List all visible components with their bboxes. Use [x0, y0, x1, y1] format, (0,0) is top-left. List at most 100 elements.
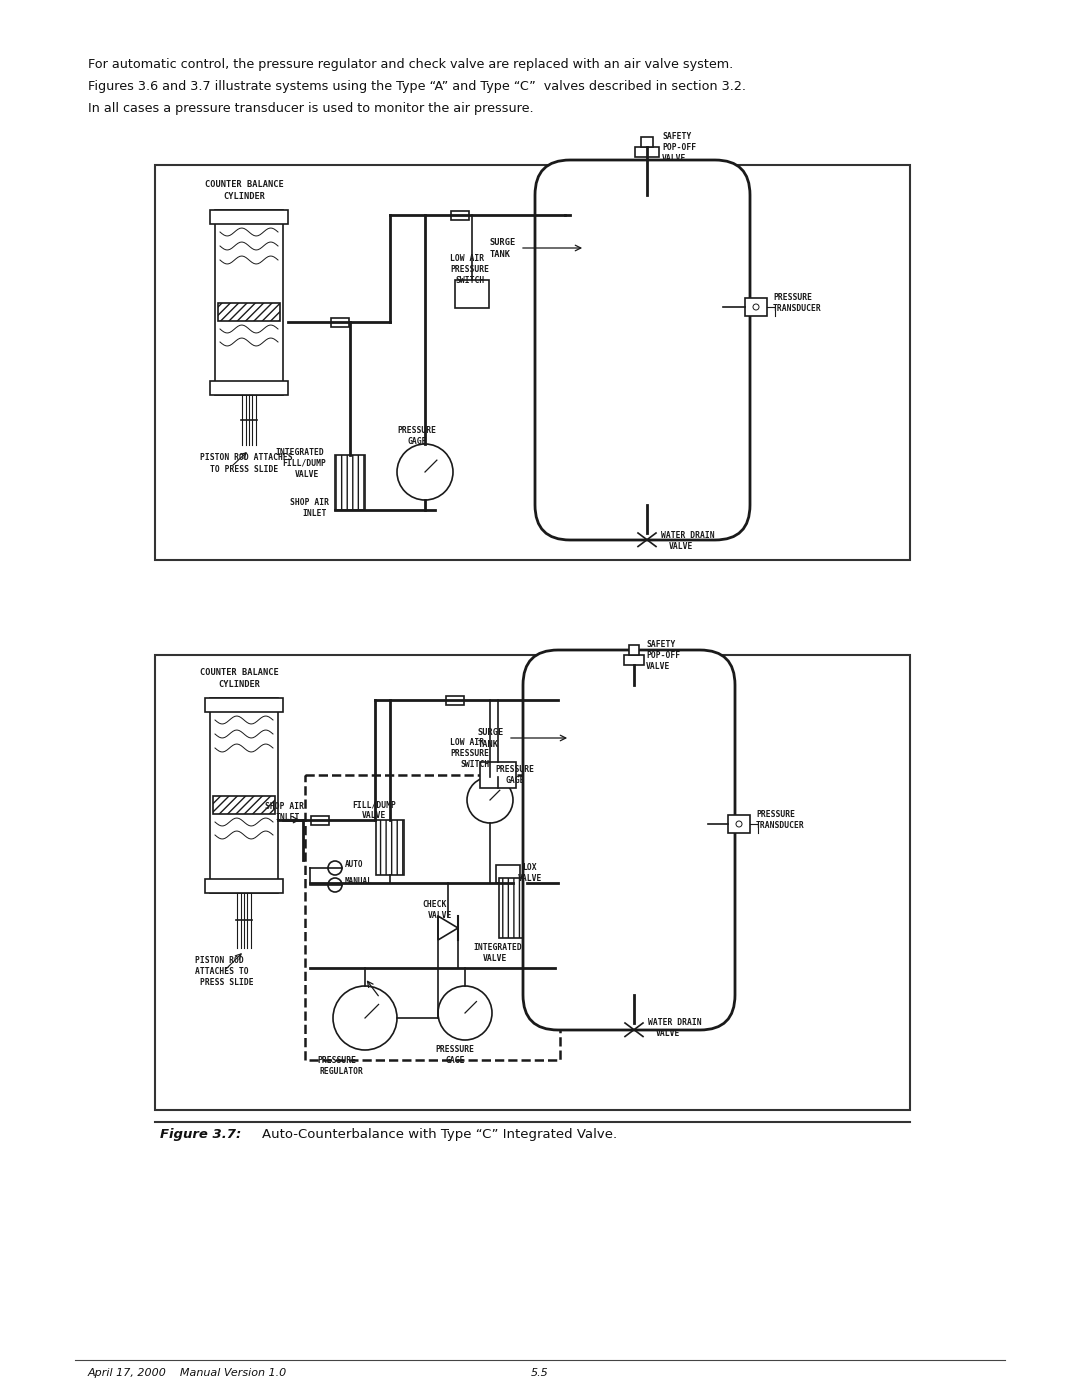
Bar [156, 165, 910, 560]
Text: VALVE: VALVE [656, 1030, 680, 1038]
Text: WATER DRAIN: WATER DRAIN [648, 1018, 702, 1027]
Circle shape [438, 986, 492, 1039]
Circle shape [328, 861, 342, 875]
Bar [629, 645, 639, 655]
Bar [210, 210, 288, 224]
Text: VALVE: VALVE [662, 154, 687, 163]
Text: GAGE: GAGE [445, 1056, 464, 1065]
Bar [210, 698, 278, 893]
Bar [451, 211, 469, 219]
Text: COUNTER BALANCE: COUNTER BALANCE [205, 180, 284, 189]
Text: GAGE: GAGE [505, 775, 525, 785]
Bar [534, 877, 551, 888]
Text: LOW AIR: LOW AIR [450, 738, 484, 747]
Text: April 17, 2000    Manual Version 1.0: April 17, 2000 Manual Version 1.0 [87, 1368, 287, 1377]
Text: ATTACHES TO: ATTACHES TO [195, 967, 248, 977]
Text: SURGE: SURGE [490, 237, 516, 247]
Bar [335, 455, 365, 510]
Text: LOW AIR: LOW AIR [450, 254, 484, 263]
Circle shape [333, 986, 397, 1051]
Text: MANUAL: MANUAL [345, 877, 373, 886]
Text: POP-OFF: POP-OFF [662, 142, 697, 152]
Bar [205, 879, 283, 893]
Text: In all cases a pressure transducer is used to monitor the air pressure.: In all cases a pressure transducer is us… [87, 102, 534, 115]
Bar [215, 210, 283, 395]
Text: TO PRESS SLIDE: TO PRESS SLIDE [210, 465, 279, 474]
Text: For automatic control, the pressure regulator and check valve are replaced with : For automatic control, the pressure regu… [87, 59, 733, 71]
Text: SAFETY: SAFETY [662, 131, 691, 141]
Text: PISTON ROD ATTACHES: PISTON ROD ATTACHES [200, 453, 293, 462]
Text: INLET: INLET [275, 813, 299, 821]
Text: Figures 3.6 and 3.7 illustrate systems using the Type “A” and Type “C”  valves d: Figures 3.6 and 3.7 illustrate systems u… [87, 80, 746, 94]
Text: POP-OFF: POP-OFF [646, 651, 680, 659]
Text: SWITCH: SWITCH [455, 277, 484, 285]
Bar [213, 796, 275, 814]
Text: Auto-Counterbalance with Type “C” Integrated Valve.: Auto-Counterbalance with Type “C” Integr… [245, 1127, 617, 1141]
Text: TRANSDUCER: TRANSDUCER [756, 821, 805, 830]
Text: PRESSURE: PRESSURE [450, 265, 489, 274]
Bar [480, 761, 516, 788]
Text: COUNTER BALANCE: COUNTER BALANCE [200, 668, 279, 678]
Circle shape [467, 777, 513, 823]
Bar [499, 877, 527, 937]
Text: VALVE: VALVE [295, 469, 320, 479]
Text: 5.5: 5.5 [531, 1368, 549, 1377]
Text: CYLINDER: CYLINDER [218, 680, 260, 689]
Text: PRESSURE: PRESSURE [450, 749, 489, 759]
FancyBboxPatch shape [523, 650, 735, 1030]
Text: VALVE: VALVE [483, 954, 508, 963]
Text: SHOP AIR: SHOP AIR [265, 802, 303, 812]
Text: LOX: LOX [522, 863, 537, 872]
Bar [642, 137, 653, 147]
Text: TANK: TANK [478, 740, 499, 749]
Bar [376, 820, 404, 875]
Bar [728, 814, 750, 833]
Text: PRESSURE: PRESSURE [756, 810, 795, 819]
Bar [635, 147, 659, 156]
Text: PRESSURE: PRESSURE [397, 426, 436, 434]
Circle shape [328, 877, 342, 893]
Bar [330, 319, 349, 327]
Text: INLET: INLET [302, 509, 326, 518]
Text: VALVE: VALVE [362, 812, 387, 820]
Text: PRESSURE: PRESSURE [435, 1045, 474, 1053]
Text: VALVE: VALVE [428, 911, 453, 921]
Circle shape [397, 444, 453, 500]
Text: FILL/DUMP: FILL/DUMP [282, 460, 326, 468]
Text: INTEGRATED: INTEGRATED [473, 943, 522, 951]
Text: PRESSURE: PRESSURE [495, 766, 534, 774]
Bar [218, 303, 280, 321]
Text: PISTON ROD: PISTON ROD [195, 956, 244, 965]
Text: PRESSURE: PRESSURE [318, 1056, 356, 1065]
Bar [210, 381, 288, 395]
Bar [745, 298, 767, 316]
Text: AUTO: AUTO [345, 861, 364, 869]
Text: PRESSURE: PRESSURE [773, 293, 812, 302]
Text: REGULATOR: REGULATOR [320, 1067, 364, 1076]
Text: SHOP AIR: SHOP AIR [291, 497, 329, 507]
Text: TRANSDUCER: TRANSDUCER [773, 305, 822, 313]
Text: FILL/DUMP: FILL/DUMP [352, 800, 396, 809]
Bar [455, 279, 489, 307]
Circle shape [753, 305, 759, 310]
Bar [446, 696, 464, 705]
Text: SWITCH: SWITCH [460, 760, 489, 768]
Text: TANK: TANK [490, 250, 511, 258]
Text: GAGE: GAGE [407, 437, 427, 446]
Text: Figure 3.7:: Figure 3.7: [160, 1127, 241, 1141]
Polygon shape [438, 916, 458, 940]
Circle shape [735, 821, 742, 827]
Text: WATER DRAIN: WATER DRAIN [661, 531, 715, 541]
Text: CHECK: CHECK [422, 900, 446, 909]
Text: PRESS SLIDE: PRESS SLIDE [200, 978, 254, 988]
Bar [156, 655, 910, 1111]
Bar [496, 865, 519, 883]
Text: CYLINDER: CYLINDER [222, 191, 265, 201]
Text: SURGE: SURGE [478, 728, 504, 738]
Bar [624, 655, 644, 665]
Text: INTEGRATED: INTEGRATED [275, 448, 324, 457]
Bar [311, 816, 329, 826]
Text: VALVE: VALVE [669, 542, 693, 550]
Text: VALVE: VALVE [646, 662, 671, 671]
Bar [305, 775, 561, 1060]
